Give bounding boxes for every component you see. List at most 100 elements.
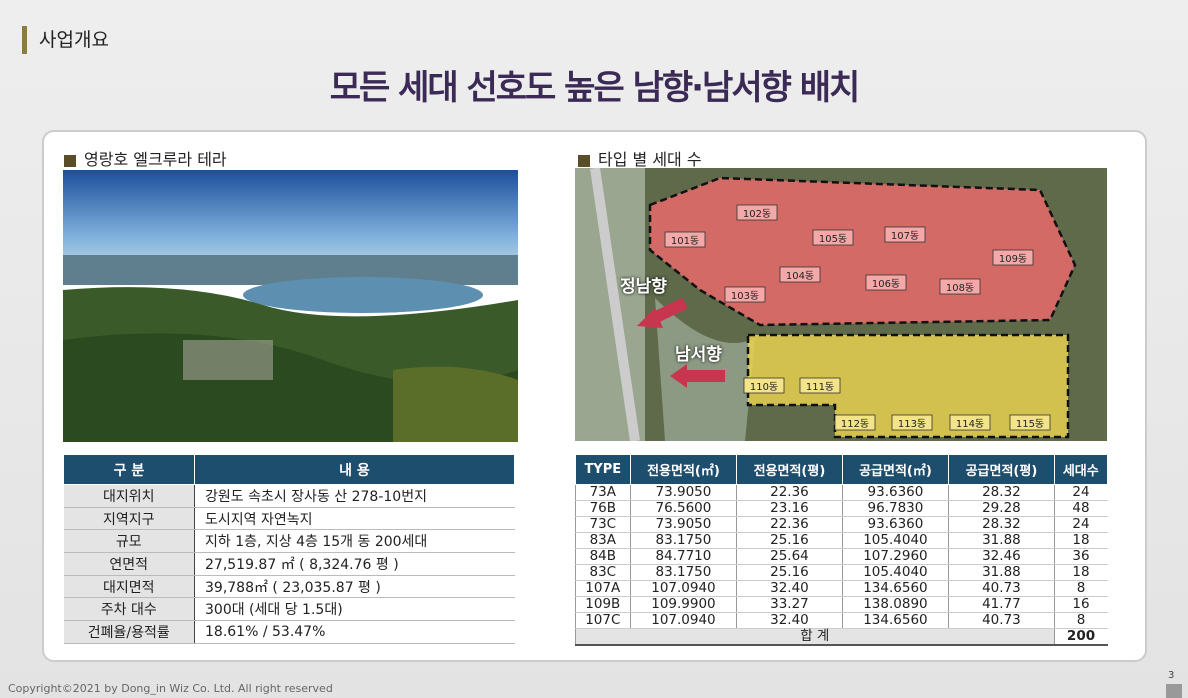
type-cell: 93.6360 [841, 516, 949, 533]
type-cell: 73.9050 [629, 516, 737, 533]
type-cell: 28.32 [948, 484, 1055, 501]
info-row: 주차 대수 300대 (세대 당 1.5대) [63, 597, 515, 622]
info-row: 대지면적 39,788㎡ ( 23,035.87 평 ) [63, 575, 515, 599]
building-label: 113동 [898, 418, 926, 430]
building-label: 104동 [786, 270, 814, 282]
info-header: 구 분 [63, 454, 195, 485]
info-row: 규모 지하 1층, 지상 4층 15개 동 200세대 [63, 529, 515, 554]
page-title: 모든 세대 선호도 높은 남향·남서향 배치 [329, 68, 861, 108]
type-cell: 83.1750 [629, 564, 737, 581]
info-value: 300대 (세대 당 1.5대) [194, 597, 515, 622]
info-row: 지역지구 도시지역 자연녹지 [63, 507, 515, 531]
building-label: 115동 [1016, 418, 1044, 430]
right-heading: 타입 별 세대 수 [578, 146, 702, 170]
type-cell: 93.6360 [841, 484, 949, 501]
type-cell: 83.1750 [629, 532, 737, 549]
type-row: 76B 76.5600 23.16 96.7830 29.28 48 [575, 500, 1108, 517]
type-row: 84B 84.7710 25.64 107.2960 32.46 36 [575, 548, 1108, 565]
info-key: 지역지구 [63, 507, 195, 531]
building-label: 102동 [743, 208, 771, 220]
building-label-box [736, 204, 778, 221]
type-cell: 134.6560 [841, 580, 949, 597]
building-label-box [992, 249, 1034, 266]
info-value: 18.61% / 53.47% [194, 620, 515, 644]
type-header: TYPE [575, 454, 631, 485]
type-cell: 18 [1053, 532, 1108, 549]
info-key: 대지면적 [63, 575, 195, 599]
type-cell: 32.46 [948, 548, 1055, 565]
type-cell: 36 [1053, 548, 1108, 565]
type-cell: 24 [1053, 516, 1108, 533]
building-label-box [724, 286, 766, 303]
building-label-box [664, 231, 706, 248]
type-cell: 29.28 [948, 500, 1055, 517]
building-label: 110동 [750, 381, 778, 393]
right-heading-text: 타입 별 세대 수 [598, 150, 702, 169]
type-cell: 25.64 [736, 548, 843, 565]
type-cell: 18 [1053, 564, 1108, 581]
left-heading-text: 영랑호 엘크루라 테라 [84, 150, 227, 169]
info-value: 27,519.87 ㎡ ( 8,324.76 평 ) [194, 552, 515, 576]
type-cell: 40.73 [948, 580, 1055, 597]
type-cell: 31.88 [948, 564, 1055, 581]
page-marker [1166, 684, 1182, 698]
bullet-icon [578, 154, 590, 167]
type-cell: 107A [575, 580, 631, 597]
type-cell: 16 [1053, 596, 1108, 613]
section-label: 사업개요 [22, 26, 109, 54]
south-arrow-icon [637, 308, 663, 328]
type-cell: 8 [1053, 612, 1108, 629]
type-row: 73C 73.9050 22.36 93.6360 28.32 24 [575, 516, 1108, 533]
type-cell: 84.7710 [629, 548, 737, 565]
type-cell: 25.16 [736, 532, 843, 549]
type-cell: 105.4040 [841, 564, 949, 581]
type-cell: 24 [1053, 484, 1108, 501]
type-cell: 40.73 [948, 612, 1055, 629]
type-cell: 73.9050 [629, 484, 737, 501]
type-cell: 107.0940 [629, 580, 737, 597]
type-cell: 107C [575, 612, 631, 629]
info-key: 연면적 [63, 552, 195, 576]
type-cell: 96.7830 [841, 500, 949, 517]
building-label-box [865, 274, 907, 291]
type-cell: 105.4040 [841, 532, 949, 549]
type-cell: 138.0890 [841, 596, 949, 613]
type-cell: 41.77 [948, 596, 1055, 613]
southwest-arrow-icon [670, 364, 687, 388]
building-label: 111동 [806, 381, 834, 393]
type-header: 전용면적(㎡) [629, 454, 738, 485]
type-cell: 84B [575, 548, 631, 565]
copyright: Copyright©2021 by Dong_in Wiz Co. Ltd. A… [8, 682, 333, 695]
info-value: 39,788㎡ ( 23,035.87 평 ) [194, 575, 515, 599]
type-header: 공급면적(평) [948, 454, 1055, 485]
building-label-box [743, 377, 785, 394]
aerial-photo [63, 170, 518, 442]
type-cell: 76B [575, 500, 631, 517]
building-label: 105동 [819, 233, 847, 245]
type-cell: 134.6560 [841, 612, 949, 629]
info-row: 연면적 27,519.87 ㎡ ( 8,324.76 평 ) [63, 552, 515, 576]
type-cell: 73C [575, 516, 631, 533]
building-label-box [949, 414, 991, 431]
building-label-box [812, 229, 854, 246]
type-cell: 107.0940 [629, 612, 737, 629]
info-header: 내 용 [194, 454, 515, 485]
building-label-box [884, 226, 926, 243]
building-label: 114동 [956, 418, 984, 430]
type-cell: 109B [575, 596, 631, 613]
info-key: 규모 [63, 529, 195, 554]
type-header: 전용면적(평) [736, 454, 843, 485]
type-row: 73A 73.9050 22.36 93.6360 28.32 24 [575, 484, 1108, 501]
info-value: 강원도 속초시 장사동 산 278-10번지 [194, 484, 515, 508]
type-row: 83C 83.1750 25.16 105.4040 31.88 18 [575, 564, 1108, 581]
type-cell: 33.27 [736, 596, 843, 613]
building-label: 108동 [946, 282, 974, 294]
type-cell: 76.5600 [629, 500, 737, 517]
type-header: 세대수 [1053, 454, 1109, 485]
type-cell: 83C [575, 564, 631, 581]
type-cell: 8 [1053, 580, 1108, 597]
page-number: 3 [1168, 670, 1175, 681]
type-cell: 107.2960 [841, 548, 949, 565]
type-cell: 48 [1053, 500, 1108, 517]
